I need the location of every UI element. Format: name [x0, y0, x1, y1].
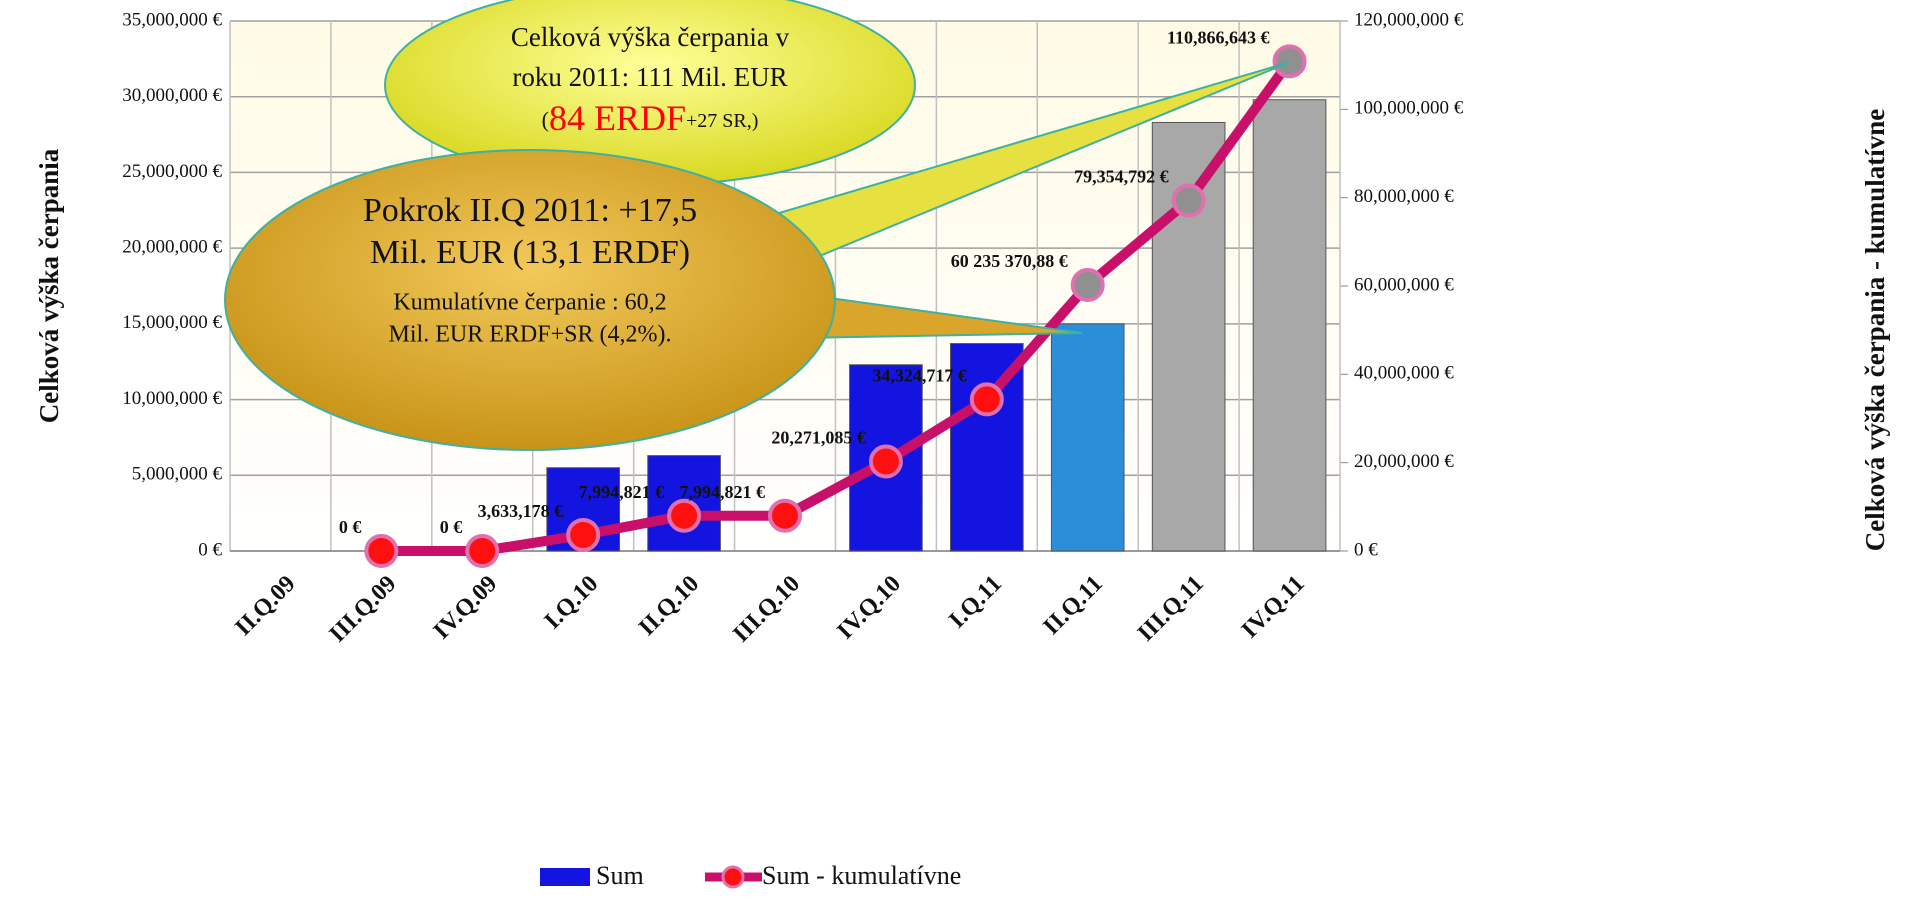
y2-tick-label: 120,000,000 € [1354, 9, 1464, 30]
value-label: 0 € [339, 517, 362, 537]
x-tick-label: III.Q.11 [1133, 571, 1209, 647]
value-label: 7,994,821 € [579, 482, 665, 502]
y-tick-label: 0 € [198, 539, 222, 560]
y-tick-label: 35,000,000 € [122, 9, 222, 30]
annotation-part: 84 ERDF [549, 98, 686, 138]
y2-tick-label: 80,000,000 € [1354, 186, 1454, 207]
y2-tick-label: 60,000,000 € [1354, 274, 1454, 295]
x-tick-label: IV.Q.09 [429, 571, 503, 645]
y-tick-label: 15,000,000 € [122, 312, 222, 333]
x-tick-label: IV.Q.10 [832, 571, 906, 645]
marker [868, 444, 903, 479]
marker [465, 534, 500, 568]
annotation: Celková výška čerpania v [511, 22, 790, 52]
y-tick-label: 30,000,000 € [122, 85, 222, 106]
y2-tick-label: 100,000,000 € [1354, 98, 1464, 119]
marker [566, 517, 601, 552]
bar [1050, 323, 1125, 552]
value-label: 79,354,792 € [1074, 167, 1169, 187]
x-tick-label: III.Q.10 [728, 571, 805, 648]
legend-label: Sum [596, 861, 644, 890]
x-tick-label: II.Q.11 [1039, 571, 1108, 640]
y-axis-title: Celková výška čerpania [34, 148, 64, 423]
legend-swatch [540, 868, 590, 886]
y2-tick-label: 40,000,000 € [1354, 363, 1454, 384]
value-label: 60 235 370,88 € [951, 251, 1068, 271]
value-label: 0 € [440, 517, 463, 537]
marker [768, 498, 802, 533]
value-label: 7,994,821 € [680, 482, 766, 502]
value-label: 20,271,085 € [771, 428, 866, 448]
annotation-part: ( [542, 107, 549, 132]
x-tick-label: II.Q.09 [230, 571, 300, 641]
marker [364, 534, 399, 568]
value-label: 110,866,643 € [1167, 27, 1270, 47]
y-tick-label: 20,000,000 € [122, 237, 222, 258]
annotation: Kumulatívne čerpanie : 60,2 [393, 290, 666, 316]
marker [969, 382, 1004, 417]
y2-axis-title: Celková výška čerpania - kumulatívne [1860, 109, 1890, 552]
annotation: Pokrok II.Q 2011: +17,5 [363, 192, 697, 229]
x-tick-label: I.Q.11 [944, 571, 1007, 634]
x-tick-label: III.Q.09 [325, 571, 402, 648]
value-label: 3,633,178 € [478, 501, 564, 521]
marker [667, 498, 702, 533]
line [381, 58, 1294, 556]
x-tick-label: I.Q.10 [540, 571, 604, 635]
bubble [224, 149, 836, 451]
y-tick-label: 25,000,000 € [122, 161, 222, 182]
y-tick-label: 10,000,000 € [122, 388, 222, 409]
annotation-part: +27 SR,) [686, 110, 758, 132]
y2-tick-label: 0 € [1354, 539, 1378, 560]
annotation: roku 2011: 111 Mil. EUR [512, 62, 787, 92]
legend-label: Sum - kumulatívne [762, 861, 961, 890]
marker [1070, 267, 1105, 302]
bar [1252, 99, 1327, 552]
value-label: 34,324,717 € [872, 366, 967, 386]
x-tick-label: II.Q.10 [634, 571, 704, 641]
legend-swatch [721, 865, 745, 889]
x-tick-label: IV.Q.11 [1237, 571, 1310, 644]
annotation: Mil. EUR (13,1 ERDF) [370, 234, 690, 271]
y-tick-label: 5,000,000 € [132, 464, 223, 485]
y2-tick-label: 20,000,000 € [1354, 451, 1454, 472]
annotation: Mil. EUR ERDF+SR (4,2%). [389, 322, 672, 348]
marker [1171, 183, 1206, 218]
annotation: (84 ERDF+27 SR,) [542, 98, 759, 138]
